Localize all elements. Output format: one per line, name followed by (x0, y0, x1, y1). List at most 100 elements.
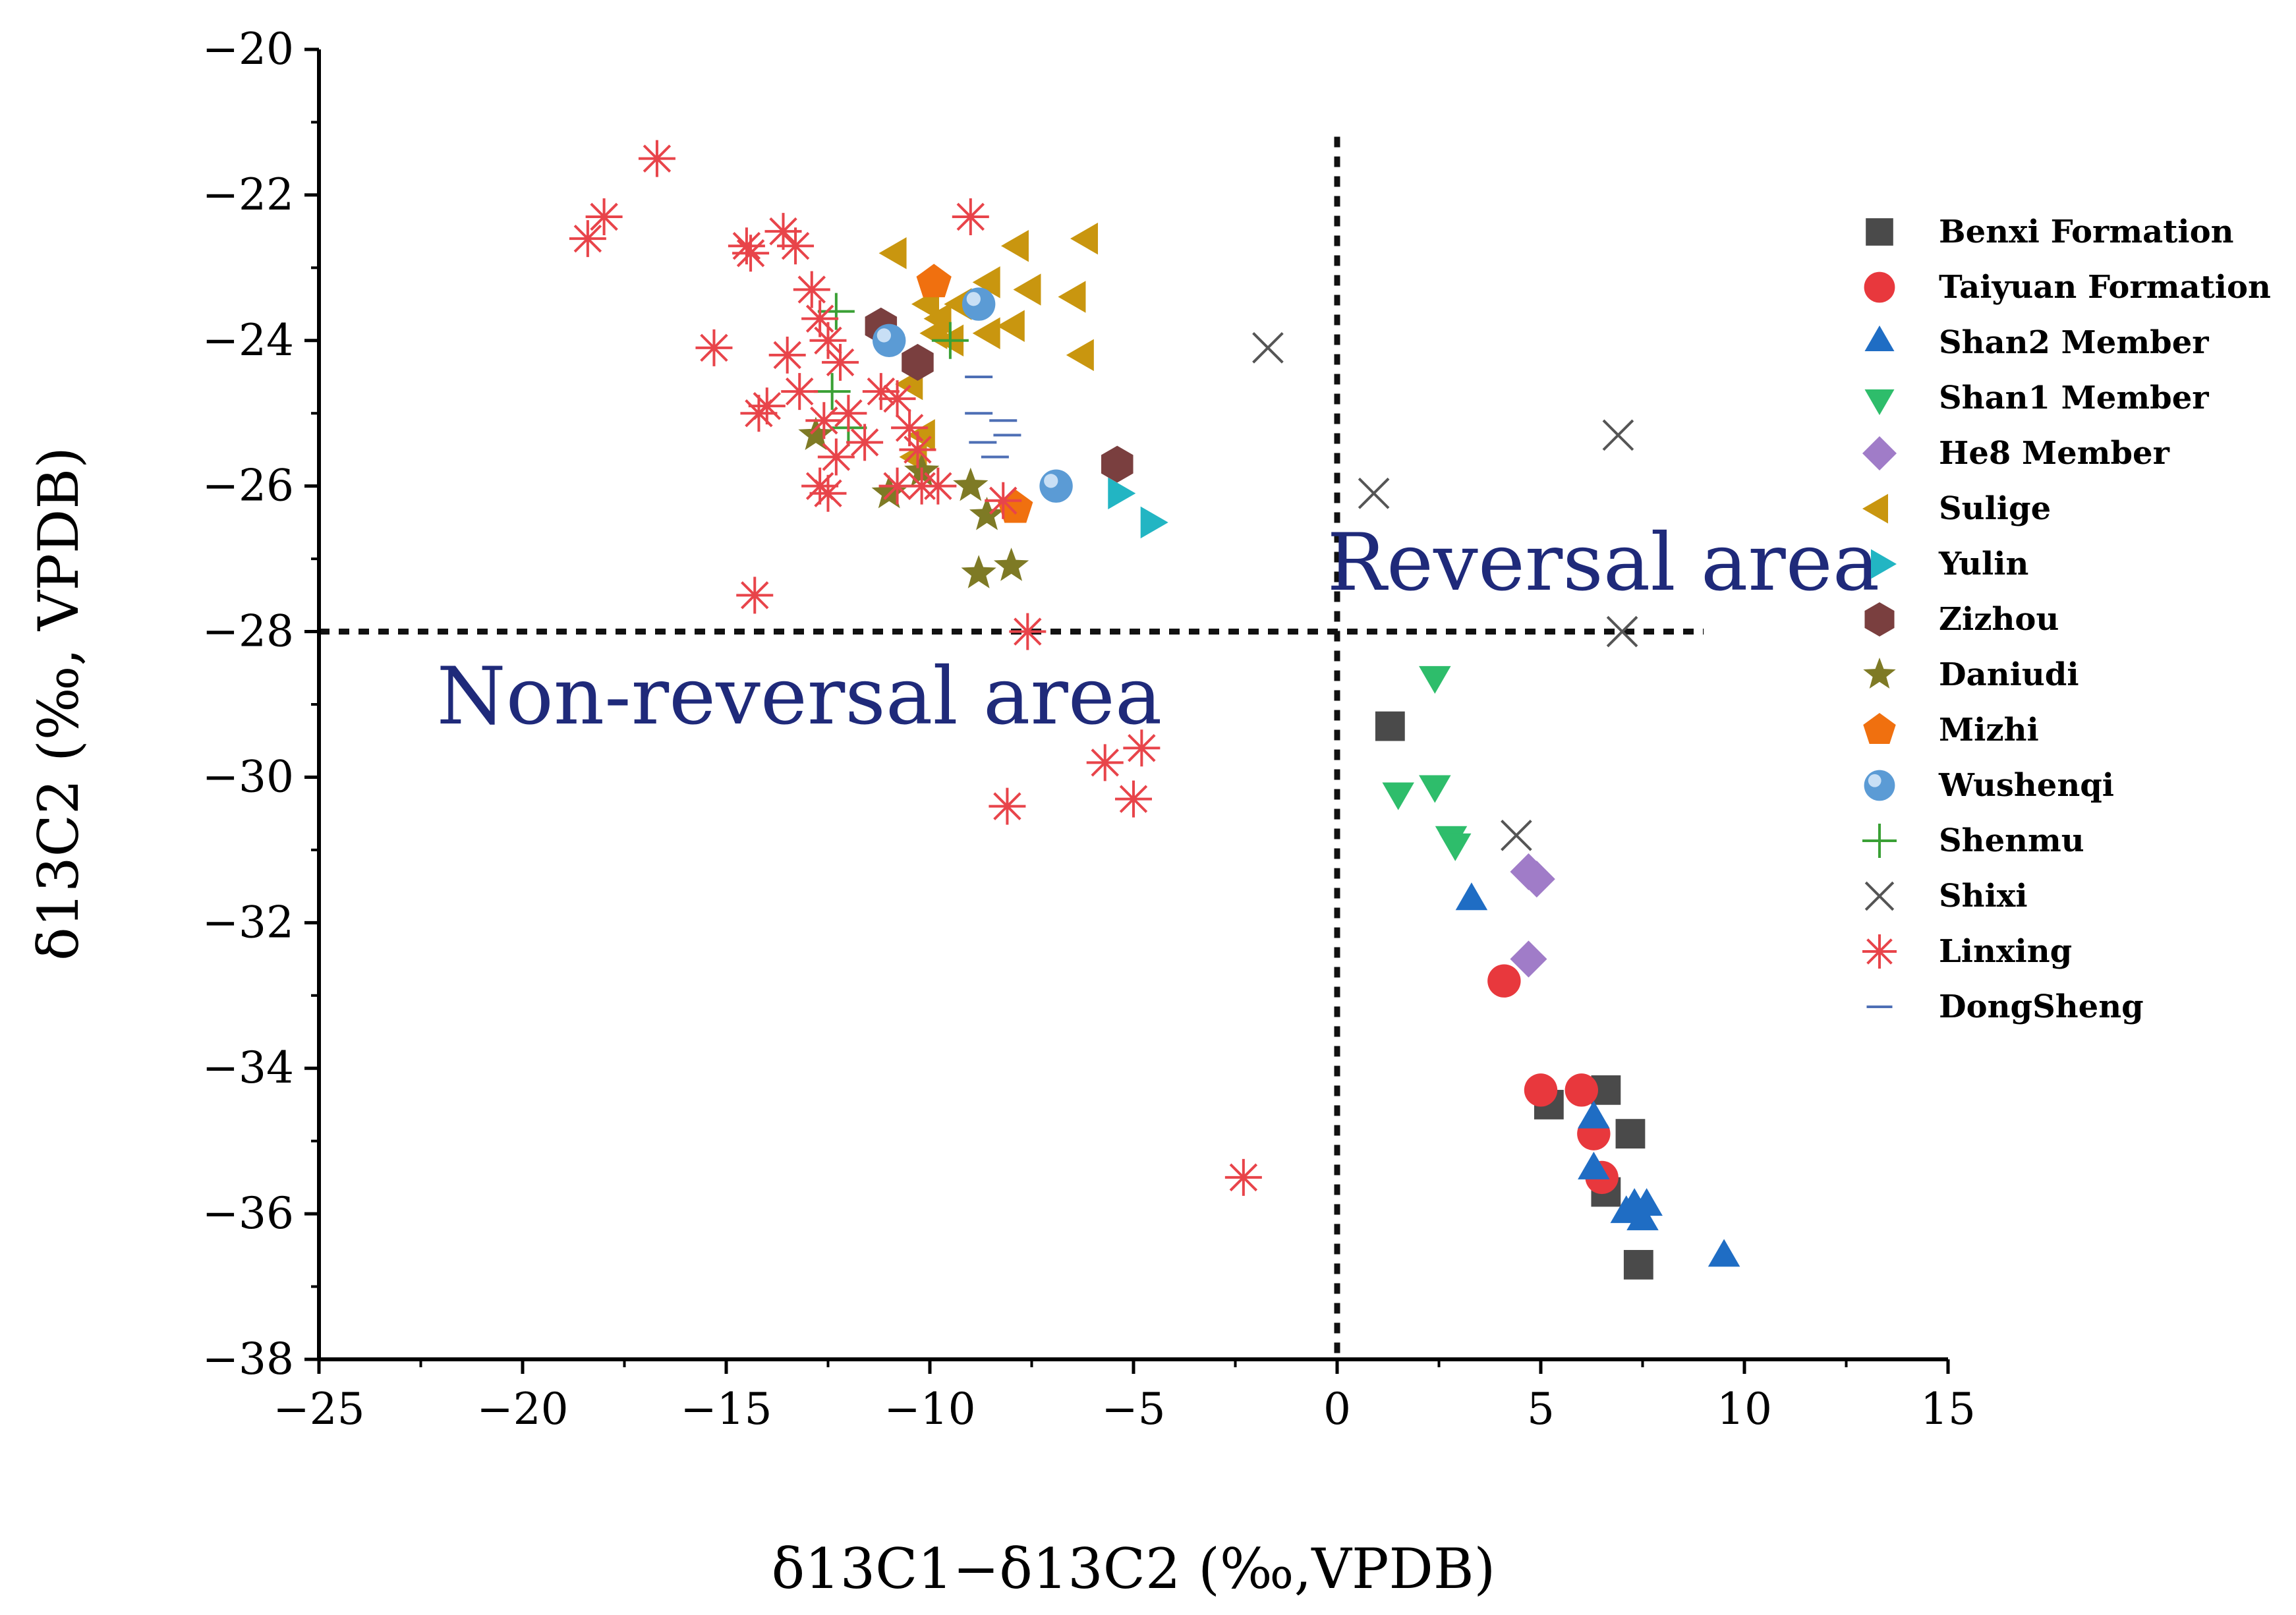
data-point-triangle-up (1708, 1239, 1740, 1267)
legend-marker-circle (1864, 271, 1895, 303)
series-triangle-up (1455, 882, 1740, 1267)
series-x (1252, 332, 1638, 851)
data-points (569, 140, 1740, 1280)
data-point-asterisk (695, 329, 733, 366)
data-point-asterisk (985, 482, 1022, 519)
data-point-asterisk (1224, 1158, 1262, 1196)
tick-labels: −25 −20 −15 −10 −5 0 5 10 15 −20 −22 −24 −26 −28 −30 −3… (202, 24, 1976, 1434)
data-point-asterisk (1086, 744, 1124, 781)
data-point-star (798, 416, 834, 451)
legend-marker-triangle-right (1871, 549, 1897, 579)
legend-marker-x (1864, 881, 1895, 911)
data-point-plus (817, 293, 855, 330)
data-point-sphere (873, 324, 906, 357)
data-point-square (1623, 1250, 1653, 1280)
data-point-asterisk (830, 395, 867, 432)
data-point-triangle-up (1630, 1188, 1663, 1216)
legend: Benxi Formation Taiyuan Formation Shan2 Me… (1862, 213, 2271, 1025)
data-point-asterisk (585, 198, 623, 236)
data-point-star (953, 467, 989, 501)
data-point-star (961, 555, 996, 588)
data-point-triangle-left (1000, 229, 1029, 262)
data-point-x (1606, 615, 1638, 648)
data-point-square (1375, 711, 1405, 741)
legend-marker-sphere (1864, 770, 1895, 801)
data-point-star (969, 496, 1005, 530)
data-point-asterisk (1009, 613, 1047, 650)
legend-label: Zizhou (1939, 601, 2059, 638)
data-point-triangle-right (1140, 506, 1168, 539)
series-diamond (1510, 853, 1555, 978)
data-point-pentagon (916, 264, 952, 298)
y-tick-label: −30 (202, 751, 294, 802)
data-point-asterisk (638, 140, 675, 177)
data-point-asterisk (878, 380, 916, 418)
x-tick-label: 0 (1323, 1384, 1351, 1434)
legend-marker-triangle-up (1864, 326, 1895, 351)
data-point-triangle-left (996, 310, 1025, 342)
data-point-asterisk (822, 343, 859, 381)
series-dash (965, 376, 1021, 459)
x-tick-label: 10 (1717, 1384, 1772, 1434)
x-axis-title: δ13C1−δ13C2 (‰,VPDB) (772, 1537, 1496, 1601)
data-point-asterisk (740, 395, 778, 432)
data-point-triangle-left (972, 266, 1000, 298)
series-asterisk (569, 140, 1262, 1196)
data-point-triangle-left (907, 419, 935, 451)
series-triangle-down (1382, 666, 1472, 861)
legend-label: Daniudi (1939, 656, 2079, 693)
legend-label: Shixi (1939, 878, 2028, 915)
data-point-asterisk (768, 336, 806, 374)
data-point-asterisk (1123, 729, 1161, 767)
data-point-hexagon (902, 343, 934, 381)
legend-marker-asterisk (1862, 934, 1897, 969)
legend-label: Mizhi (1939, 712, 2039, 749)
data-point-asterisk (793, 271, 830, 308)
x-tick-label: −15 (680, 1384, 772, 1434)
series-square (1375, 711, 1653, 1280)
data-point-triangle-left (1058, 281, 1086, 313)
data-point-asterisk (732, 235, 770, 272)
data-point-asterisk (899, 431, 936, 468)
legend-label: Benxi Formation (1939, 213, 2234, 250)
data-point-asterisk (862, 373, 900, 411)
legend-marker-hexagon (1864, 602, 1895, 637)
data-point-x (1252, 332, 1284, 364)
legend-marker-plus (1862, 824, 1897, 858)
data-point-triangle-down (1419, 775, 1451, 803)
y-tick-label: −28 (202, 606, 294, 657)
ticks (304, 47, 1950, 1374)
data-point-circle (1564, 1073, 1598, 1107)
data-point-asterisk (817, 438, 855, 476)
legend-label: Shan1 Member (1939, 380, 2209, 416)
legend-label: Shan2 Member (1939, 324, 2209, 361)
data-point-star (871, 474, 907, 509)
data-point-triangle-left (878, 237, 907, 269)
data-point-asterisk (809, 474, 847, 512)
data-point-asterisk (805, 402, 843, 439)
x-tick-label: −5 (1101, 1384, 1165, 1434)
data-point-x (1501, 819, 1532, 851)
y-tick-label: −32 (202, 897, 294, 948)
legend-marker-diamond (1862, 436, 1897, 470)
legend-label: Linxing (1939, 933, 2072, 970)
legend-label: Shenmu (1939, 822, 2084, 859)
data-point-sphere (961, 287, 996, 321)
data-point-x (1602, 419, 1634, 451)
data-point-triangle-right (1108, 477, 1136, 509)
x-tick-label: 5 (1527, 1384, 1555, 1434)
data-point-triangle-down (1382, 782, 1414, 810)
series-triangle-right (1108, 477, 1168, 539)
y-tick-label: −36 (202, 1188, 294, 1239)
data-point-asterisk (777, 227, 815, 265)
y-tick-label: −26 (202, 461, 294, 511)
data-point-asterisk (989, 787, 1026, 825)
legend-marker-star (1863, 658, 1896, 689)
data-point-asterisk (1115, 780, 1152, 818)
legend-label: Wushenqi (1938, 767, 2114, 804)
data-point-asterisk (736, 577, 774, 614)
legend-marker-pentagon (1863, 713, 1896, 745)
data-point-diamond (1518, 861, 1555, 898)
legend-label: Sulige (1939, 490, 2051, 527)
